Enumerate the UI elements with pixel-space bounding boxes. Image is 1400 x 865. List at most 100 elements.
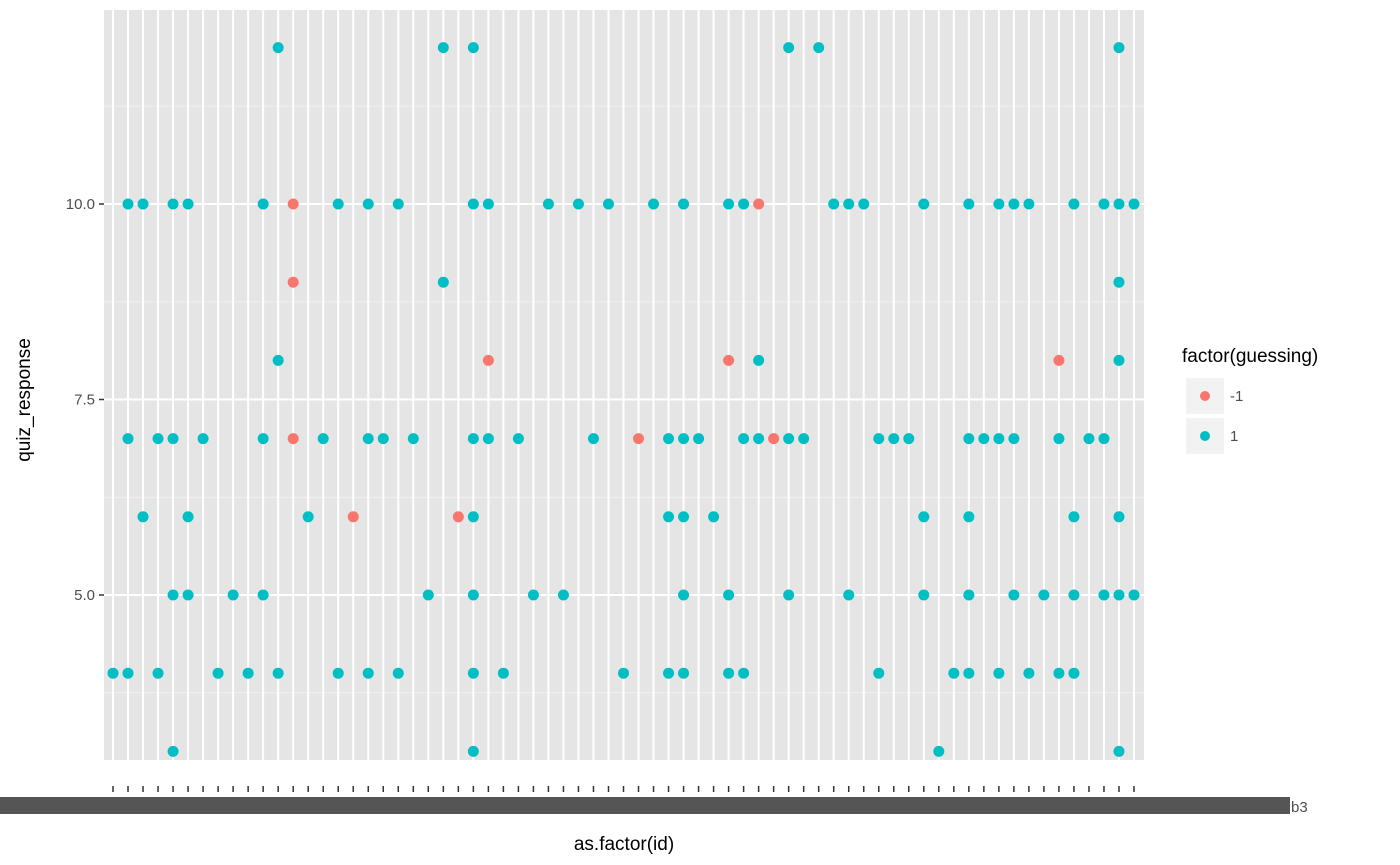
data-point [287,198,299,210]
data-point [873,667,885,679]
data-point [167,589,179,601]
data-point [648,198,660,210]
data-point [843,589,855,601]
data-point [678,198,690,210]
data-point [167,198,179,210]
data-point [768,433,780,445]
data-point [137,511,149,523]
data-point [497,667,509,679]
data-point [362,433,374,445]
data-point [122,198,134,210]
data-point [572,198,584,210]
data-point [678,667,690,679]
data-point [1053,433,1065,445]
data-point [182,198,194,210]
data-point [918,198,930,210]
data-point [798,433,810,445]
data-point [287,433,299,445]
data-point [1113,589,1125,601]
data-point [693,433,705,445]
data-point [272,667,284,679]
data-point [828,198,840,210]
data-point [663,511,675,523]
data-point [392,198,404,210]
y-tick-label: 7.5 [74,392,95,409]
data-point [1113,745,1125,757]
data-point [753,354,765,366]
data-point [482,354,494,366]
legend-symbol-1 [1200,431,1210,441]
data-point [437,276,449,288]
y-axis: 5.0 7.5 10.0 [66,196,104,604]
data-point [723,198,735,210]
data-point [257,198,269,210]
data-point [347,511,359,523]
data-point [212,667,224,679]
data-point [527,589,539,601]
data-point [843,198,855,210]
data-point [197,433,209,445]
data-point [152,433,164,445]
legend-label-1: 1 [1230,428,1238,445]
data-point [663,667,675,679]
data-point [993,433,1005,445]
data-point [1113,354,1125,366]
data-point [182,589,194,601]
data-point [1128,198,1140,210]
data-point [783,433,795,445]
data-point [482,433,494,445]
data-point [993,198,1005,210]
data-point [302,511,314,523]
data-point [557,589,569,601]
major-gridlines [104,10,1144,760]
data-point [993,667,1005,679]
data-point [1113,276,1125,288]
data-point [467,589,479,601]
data-point [1023,667,1035,679]
data-point [783,589,795,601]
data-point [122,667,134,679]
data-point [1068,667,1080,679]
data-point [467,433,479,445]
data-point [618,667,629,679]
x-tick-label-fragment: b3 [1291,799,1308,816]
data-point [137,198,149,210]
x-tick-labels-overlap [0,797,1290,814]
data-point [167,745,179,757]
data-point [1053,354,1065,366]
data-point [963,433,975,445]
data-point [1008,589,1020,601]
data-point [1053,667,1065,679]
legend: factor(guessing) -1 1 [1182,346,1318,454]
data-point [963,198,975,210]
data-point [678,511,690,523]
data-point [422,589,434,601]
data-point [1068,511,1080,523]
data-point [738,433,750,445]
data-point [738,667,750,679]
data-point [813,42,825,54]
data-point [1023,198,1035,210]
x-axis: b3 [0,786,1308,816]
data-point [1098,589,1110,601]
data-point [738,198,750,210]
data-point [723,667,735,679]
data-point [753,433,765,445]
data-point [587,433,599,445]
data-point [678,589,690,601]
data-point [888,433,900,445]
data-point [407,433,419,445]
data-point [107,667,119,679]
data-point [227,589,239,601]
data-point [1098,433,1110,445]
legend-label-neg1: -1 [1230,388,1243,405]
data-point [467,198,479,210]
data-point [1038,589,1050,601]
data-point [392,667,404,679]
data-point [122,433,134,445]
data-point [482,198,494,210]
data-point [332,198,344,210]
y-axis-title: quiz_response [14,338,35,462]
data-point [272,354,284,366]
data-point [963,511,975,523]
